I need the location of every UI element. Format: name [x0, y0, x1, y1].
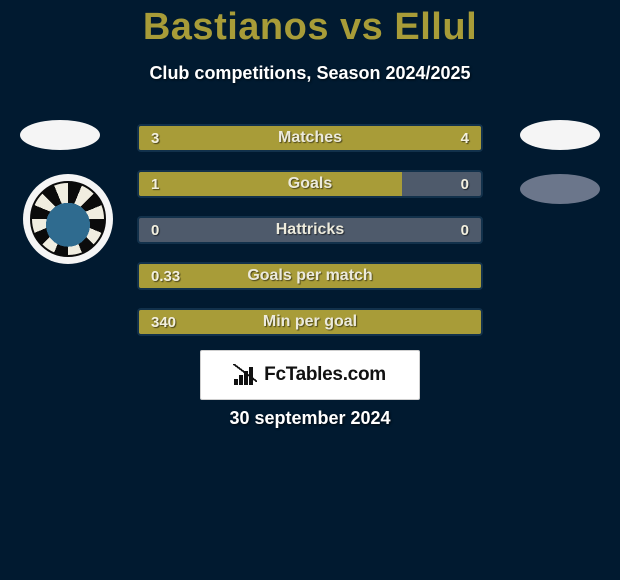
- page-title: Bastianos vs Ellul: [0, 0, 620, 49]
- comparison-bars: 3 Matches 4 1 Goals 0 0 Hattricks 0 0.33…: [137, 124, 483, 354]
- subtitle: Club competitions, Season 2024/2025: [0, 63, 620, 84]
- bar-right-value: 0: [461, 172, 469, 196]
- vs-label: vs: [340, 6, 383, 48]
- player-b-avatar-placeholder: [520, 120, 600, 150]
- bar-right-value: 0: [461, 218, 469, 242]
- bar-left-fill: [139, 310, 481, 334]
- bar-left-fill: [139, 264, 481, 288]
- comparison-card: Bastianos vs Ellul Club competitions, Se…: [0, 0, 620, 580]
- bar-chart-icon: [234, 365, 258, 385]
- bar-label: Hattricks: [139, 218, 481, 242]
- bar-row-goals: 1 Goals 0: [137, 170, 483, 198]
- bar-left-fill: [139, 172, 402, 196]
- player-b-name: Ellul: [394, 6, 477, 48]
- bar-row-matches: 3 Matches 4: [137, 124, 483, 152]
- bar-row-min-per-goal: 340 Min per goal: [137, 308, 483, 336]
- bar-left-value: 0: [151, 218, 159, 242]
- site-logo[interactable]: FcTables.com: [200, 350, 420, 400]
- player-a-club-badge: [23, 174, 113, 264]
- bar-left-fill: [139, 126, 276, 150]
- footer-date: 30 september 2024: [0, 408, 620, 429]
- bar-row-goals-per-match: 0.33 Goals per match: [137, 262, 483, 290]
- bar-row-hattricks: 0 Hattricks 0: [137, 216, 483, 244]
- player-b-club-badge-placeholder: [520, 174, 600, 204]
- player-a-name: Bastianos: [143, 6, 329, 48]
- player-a-avatar-placeholder: [20, 120, 100, 150]
- club-badge-icon: [30, 181, 106, 257]
- bar-right-fill: [276, 126, 481, 150]
- site-logo-text: FcTables.com: [264, 364, 386, 386]
